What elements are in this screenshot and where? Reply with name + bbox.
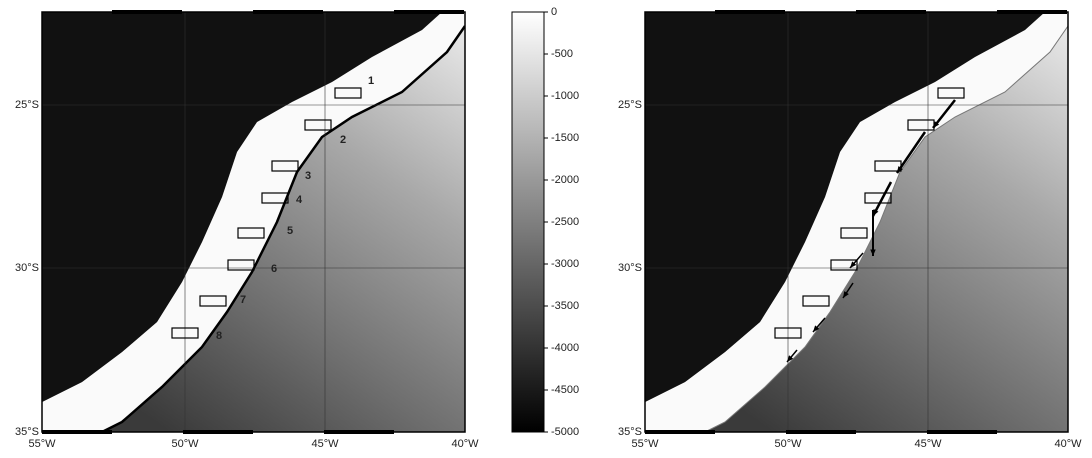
- map-area: [645, 12, 1068, 432]
- map-area: [42, 12, 465, 432]
- lat-label: 30°S: [15, 262, 39, 274]
- frame-segment: [927, 430, 997, 434]
- box-label: 1: [368, 75, 374, 87]
- colorbar-label: -5000: [551, 426, 579, 438]
- region-box: [774, 327, 802, 339]
- lon-label: 45°W: [914, 438, 942, 450]
- frame-segment: [997, 10, 1067, 14]
- arrow-head: [873, 209, 879, 216]
- land: [645, 12, 1045, 402]
- colorbar-ticks: 0 -500 -1000 -1500 -2000 -2500 -3000 -3500 -4000…: [544, 6, 579, 438]
- arrow-head: [850, 261, 857, 268]
- lat-label: 25°S: [618, 99, 642, 111]
- frame-segment: [253, 10, 323, 14]
- isobath: [645, 25, 1068, 432]
- arrow-head: [813, 325, 820, 332]
- arrow-head: [787, 355, 794, 362]
- frame-segment: [324, 430, 394, 434]
- shelf: [645, 12, 1068, 432]
- lon-label: 55°W: [28, 438, 56, 450]
- box-label: 2: [340, 134, 346, 146]
- lon-label: 40°W: [1054, 438, 1082, 450]
- shelf: [42, 12, 465, 432]
- lat-label: 35°S: [15, 426, 39, 438]
- box-label: 4: [296, 194, 303, 206]
- region-box: [802, 295, 830, 307]
- flow-arrow: [895, 131, 927, 174]
- box-label: 8: [216, 330, 222, 342]
- region-box: [171, 327, 199, 339]
- colorbar-label: -4500: [551, 384, 579, 396]
- isobath: [42, 25, 465, 432]
- box-label: 6: [271, 263, 277, 275]
- region-box: [271, 160, 299, 172]
- region-box: [840, 227, 868, 239]
- colorbar-label: -3000: [551, 258, 579, 270]
- land: [42, 12, 442, 402]
- region-box: [304, 119, 332, 131]
- arrow-head: [870, 249, 876, 256]
- colorbar-label: -3500: [551, 300, 579, 312]
- frame-segment: [786, 430, 856, 434]
- frame-segment: [42, 430, 112, 434]
- colorbar: [511, 11, 545, 433]
- lon-label: 45°W: [311, 438, 339, 450]
- lon-label: 55°W: [631, 438, 659, 450]
- colorbar-label: -1500: [551, 132, 579, 144]
- region-box: [199, 295, 227, 307]
- box-label: 7: [240, 294, 246, 306]
- frame-segment: [394, 10, 464, 14]
- lat-label: 25°S: [15, 99, 39, 111]
- box-label: 5: [287, 225, 293, 237]
- lon-label: 50°W: [774, 438, 802, 450]
- region-box: [830, 259, 858, 271]
- lat-label: 35°S: [618, 426, 642, 438]
- region-box: [864, 192, 892, 204]
- region-box: [334, 87, 362, 99]
- map-left: 25°S 30°S 35°S55°W 50°W 45°W 40°W 1 2 34 5 6 7 8: [15, 10, 479, 450]
- colorbar-label: -2000: [551, 174, 579, 186]
- map-right: 25°S 30°S 35°S55°W 50°W 45°W 40°W: [618, 10, 1082, 450]
- arrow-head: [843, 291, 849, 298]
- colorbar-label: 0: [551, 6, 557, 18]
- arrow-head: [897, 166, 903, 173]
- frame-segment: [856, 10, 926, 14]
- region-box: [261, 192, 289, 204]
- region-box: [237, 227, 265, 239]
- colorbar-label: -4000: [551, 342, 579, 354]
- colorbar-label: -2500: [551, 216, 579, 228]
- lon-label: 40°W: [451, 438, 479, 450]
- frame-segment: [645, 430, 715, 434]
- arrow-head: [933, 121, 940, 128]
- frame-segment: [715, 10, 785, 14]
- colorbar-label: -1000: [551, 90, 579, 102]
- colorbar-label: -500: [551, 48, 573, 60]
- frame-segment: [112, 10, 182, 14]
- region-box: [227, 259, 255, 271]
- box-label: 3: [305, 170, 311, 182]
- lat-label: 30°S: [618, 262, 642, 274]
- region-box: [937, 87, 965, 99]
- lon-label: 50°W: [171, 438, 199, 450]
- frame-segment: [183, 430, 253, 434]
